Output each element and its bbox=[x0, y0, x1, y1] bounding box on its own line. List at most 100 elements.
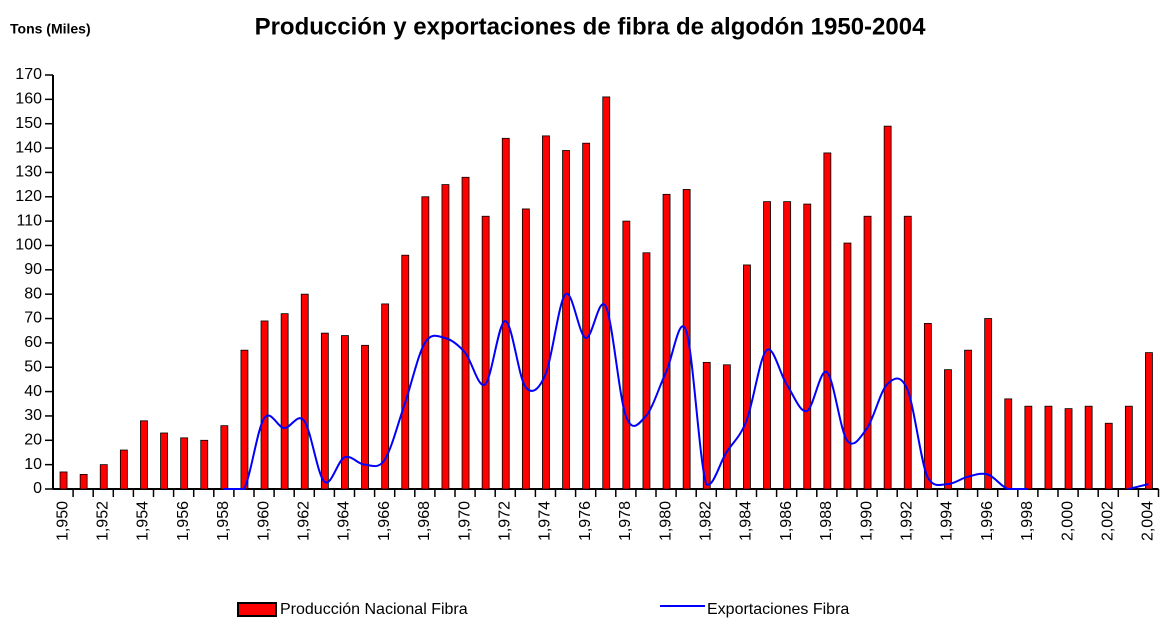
bar bbox=[300, 293, 309, 490]
bar bbox=[823, 152, 832, 490]
bar bbox=[903, 215, 912, 490]
bar bbox=[662, 193, 671, 490]
x-tick-label: 1,972 bbox=[496, 501, 513, 541]
bar bbox=[260, 320, 269, 490]
bar bbox=[481, 215, 490, 490]
bar bbox=[220, 425, 229, 490]
bar bbox=[1024, 405, 1033, 490]
bar bbox=[602, 96, 611, 490]
bar bbox=[722, 364, 731, 490]
legend-swatch bbox=[237, 602, 277, 617]
x-tick-label: 1,982 bbox=[697, 501, 714, 541]
bar bbox=[863, 215, 872, 490]
bar bbox=[119, 449, 128, 490]
y-tick-label: 20 bbox=[24, 432, 42, 449]
bar bbox=[401, 254, 410, 490]
bar bbox=[1124, 405, 1133, 490]
bar bbox=[1084, 405, 1093, 490]
x-tick-label: 1,990 bbox=[858, 501, 875, 541]
bar bbox=[542, 135, 550, 490]
x-tick-label: 2,004 bbox=[1140, 501, 1157, 541]
bar bbox=[381, 303, 390, 490]
y-tick-label: 130 bbox=[15, 164, 42, 181]
bar bbox=[1004, 398, 1013, 490]
x-tick-label: 1,956 bbox=[175, 501, 192, 541]
x-tick-label: 1,968 bbox=[416, 501, 433, 541]
x-tick-label: 2,000 bbox=[1059, 501, 1076, 541]
bar bbox=[140, 420, 148, 490]
y-tick-label: 120 bbox=[15, 188, 42, 205]
y-tick-label: 160 bbox=[15, 91, 42, 108]
bar bbox=[1064, 408, 1073, 490]
x-tick-label: 1,974 bbox=[537, 501, 554, 541]
y-tick-label: 170 bbox=[15, 66, 42, 83]
x-tick-label: 1,998 bbox=[1019, 501, 1036, 541]
y-tick-label: 80 bbox=[24, 285, 42, 302]
y-tick-label: 150 bbox=[15, 115, 42, 132]
bar bbox=[964, 349, 972, 490]
bar bbox=[79, 473, 88, 490]
y-tick-label: 140 bbox=[15, 139, 42, 156]
bar bbox=[59, 471, 68, 490]
x-tick-label: 1,978 bbox=[617, 501, 634, 541]
bar bbox=[180, 437, 189, 490]
y-tick-label: 60 bbox=[24, 334, 42, 351]
x-tick-label: 1,966 bbox=[376, 501, 393, 541]
y-tick-label: 0 bbox=[33, 480, 42, 497]
bar bbox=[1104, 422, 1113, 490]
bar bbox=[682, 189, 691, 490]
y-tick-label: 110 bbox=[16, 212, 42, 229]
x-tick-label: 1,952 bbox=[94, 501, 111, 541]
bar bbox=[944, 369, 952, 490]
bar bbox=[200, 439, 209, 490]
legend-label: Exportaciones Fibra bbox=[707, 601, 849, 618]
y-tick-label: 10 bbox=[24, 456, 42, 473]
y-tick-label: 100 bbox=[15, 237, 42, 254]
x-tick-label: 1,960 bbox=[255, 501, 272, 541]
bar bbox=[160, 432, 168, 490]
legend-label: Producción Nacional Fibra bbox=[280, 601, 468, 618]
x-tick-label: 1,986 bbox=[778, 501, 795, 541]
x-tick-label: 1,954 bbox=[135, 501, 152, 541]
y-axis-label: Tons (Miles) bbox=[10, 21, 91, 37]
bar bbox=[783, 201, 792, 490]
bar bbox=[1145, 352, 1153, 490]
bar bbox=[984, 318, 993, 490]
bar bbox=[361, 344, 369, 490]
x-tick-label: 1,988 bbox=[818, 501, 835, 541]
bar bbox=[582, 142, 591, 490]
bar bbox=[521, 208, 530, 490]
x-tick-label: 1,992 bbox=[898, 501, 915, 541]
bar bbox=[803, 203, 812, 490]
x-tick-label: 1,962 bbox=[295, 501, 312, 541]
bar bbox=[461, 176, 470, 490]
y-tick-label: 40 bbox=[24, 383, 42, 400]
x-tick-label: 1,964 bbox=[336, 501, 353, 541]
x-tick-label: 1,996 bbox=[979, 501, 996, 541]
bar bbox=[642, 252, 651, 490]
bar bbox=[280, 313, 289, 490]
bar bbox=[702, 361, 711, 490]
bar bbox=[883, 125, 892, 490]
bar bbox=[562, 150, 570, 490]
bar bbox=[1044, 405, 1053, 490]
x-tick-label: 1,970 bbox=[456, 501, 473, 541]
bar bbox=[320, 332, 329, 490]
y-tick-label: 50 bbox=[24, 358, 42, 375]
bar bbox=[763, 201, 771, 490]
x-tick-label: 1,994 bbox=[939, 501, 956, 541]
bar bbox=[501, 137, 510, 490]
bar bbox=[843, 242, 852, 490]
x-tick-label: 2,002 bbox=[1099, 501, 1116, 541]
bar bbox=[622, 220, 631, 490]
x-tick-label: 1,958 bbox=[215, 501, 232, 541]
bar bbox=[99, 464, 108, 490]
y-tick-label: 70 bbox=[24, 310, 42, 327]
chart-title: Producción y exportaciones de fibra de a… bbox=[255, 13, 927, 40]
x-tick-label: 1,950 bbox=[54, 501, 71, 541]
bar bbox=[743, 264, 751, 490]
bar bbox=[240, 349, 249, 490]
y-tick-label: 90 bbox=[24, 261, 42, 278]
line bbox=[223, 293, 1149, 490]
